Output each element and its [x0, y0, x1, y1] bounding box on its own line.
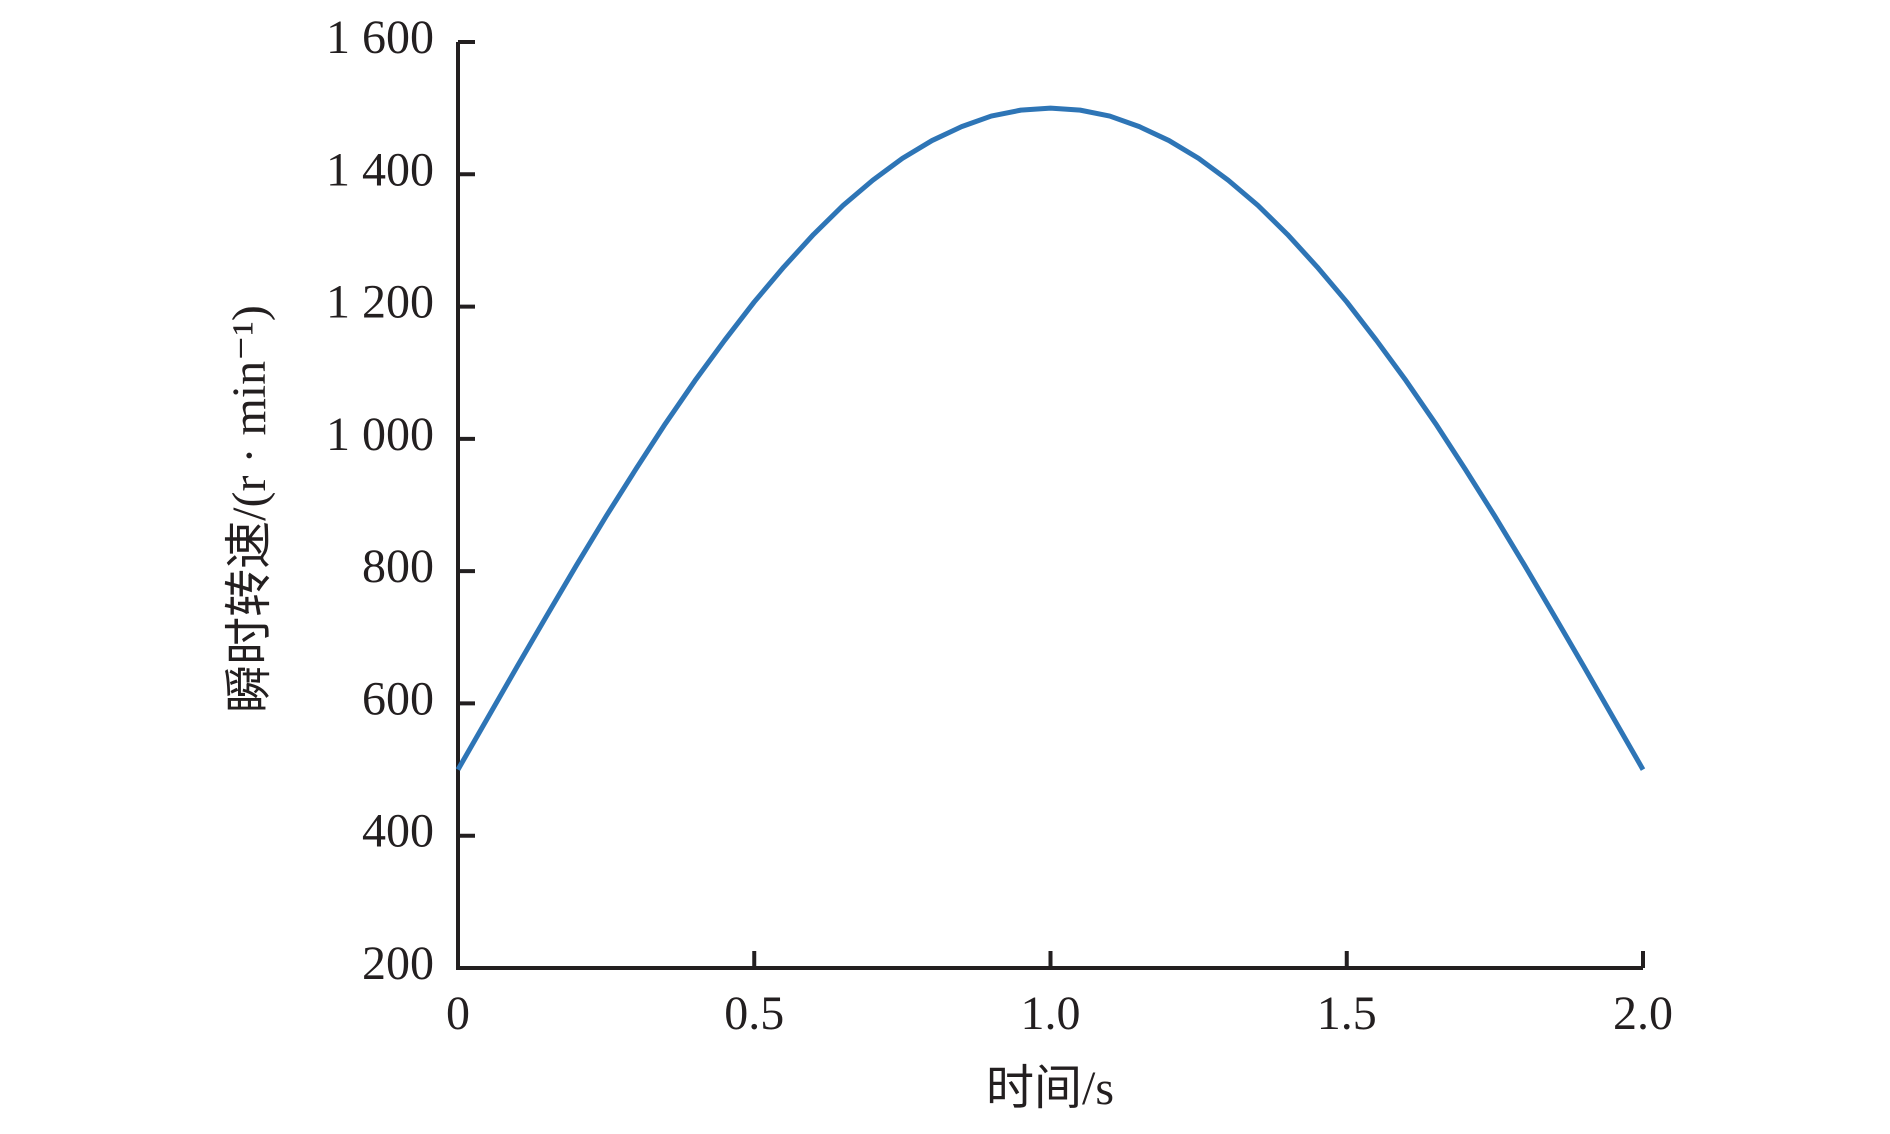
x-tick-label: 0: [446, 987, 470, 1040]
x-tick-label: 2.0: [1613, 987, 1673, 1040]
y-tick-label: 400: [362, 805, 434, 858]
y-tick-label: 1 600: [326, 11, 434, 64]
y-tick-label: 200: [362, 937, 434, 990]
x-tick-label: 1.5: [1317, 987, 1377, 1040]
axis-line: [456, 42, 1643, 970]
y-axis-label: 瞬时转速/(r · min⁻¹): [223, 305, 276, 713]
x-axis-label: 时间/s: [986, 1062, 1114, 1115]
x-tick-label: 0.5: [724, 987, 784, 1040]
x-tick-label: 1.0: [1021, 987, 1081, 1040]
y-tick-label: 600: [362, 672, 434, 725]
data-line: [455, 105, 1646, 771]
y-tick-label: 800: [362, 540, 434, 593]
y-tick-label: 1 200: [326, 276, 434, 329]
y-tick-label: 1 400: [326, 143, 434, 196]
y-tick-label: 1 000: [326, 408, 434, 461]
